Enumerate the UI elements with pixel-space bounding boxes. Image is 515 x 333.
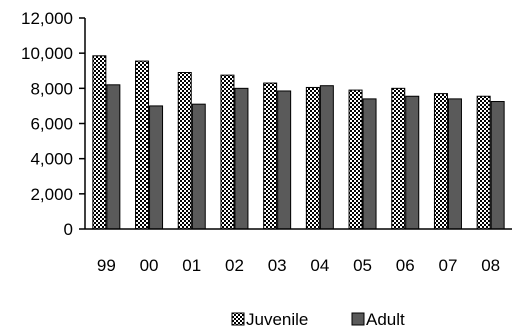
y-tick-label: 6,000: [30, 115, 73, 134]
bar-adult-05: [362, 98, 377, 230]
x-tick-label: 02: [225, 256, 244, 275]
legend-label-adult: Adult: [366, 310, 405, 329]
x-tick-label: 06: [396, 256, 415, 275]
y-tick-label: 4,000: [30, 150, 73, 169]
bar-adult-03: [277, 90, 292, 230]
bar-juvenile-02: [220, 74, 235, 230]
y-axis: 0 2,000 4,000 6,000 8,000 10,000 12,000: [21, 9, 86, 239]
bar-juvenile-04: [305, 86, 320, 230]
x-tick-label: 03: [268, 256, 287, 275]
x-tick-label: 99: [97, 256, 116, 275]
bar-adult-07: [447, 98, 462, 230]
y-tick-label: 8,000: [30, 79, 73, 98]
bar-adult-04: [319, 85, 334, 230]
x-tick-label: 04: [310, 256, 329, 275]
bar-juvenile-99: [92, 55, 107, 230]
bar-juvenile-03: [263, 82, 278, 230]
bar-adult-99: [106, 84, 121, 230]
y-tick-label: 12,000: [21, 9, 73, 28]
bar-adult-00: [149, 105, 164, 230]
legend-swatch-juvenile: [231, 312, 245, 326]
x-tick-label: 01: [182, 256, 201, 275]
bar-juvenile-06: [391, 87, 406, 230]
legend-label-juvenile: Juvenile: [246, 310, 308, 329]
x-tick-label: 07: [438, 256, 457, 275]
bar-adult-06: [405, 95, 420, 230]
legend: Juvenile Adult: [231, 310, 405, 329]
bar-juvenile-00: [135, 60, 150, 230]
bar-juvenile-01: [177, 72, 192, 230]
x-tick-label: 05: [353, 256, 372, 275]
bars: [92, 55, 505, 230]
y-tick-label: 0: [64, 220, 73, 239]
bar-juvenile-05: [348, 89, 363, 230]
y-tick-label: 2,000: [30, 185, 73, 204]
x-tick-label: 00: [140, 256, 159, 275]
y-tick-label: 10,000: [21, 44, 73, 63]
bar-juvenile-08: [476, 95, 491, 230]
bar-adult-08: [490, 101, 505, 230]
bar-adult-01: [191, 103, 206, 230]
x-tick-label: 08: [481, 256, 500, 275]
bar-adult-02: [234, 87, 249, 230]
x-axis: 99 00 01 02 03 04 05 06 07 08: [85, 228, 512, 275]
bar-juvenile-07: [433, 93, 448, 230]
legend-swatch-adult: [351, 312, 365, 326]
